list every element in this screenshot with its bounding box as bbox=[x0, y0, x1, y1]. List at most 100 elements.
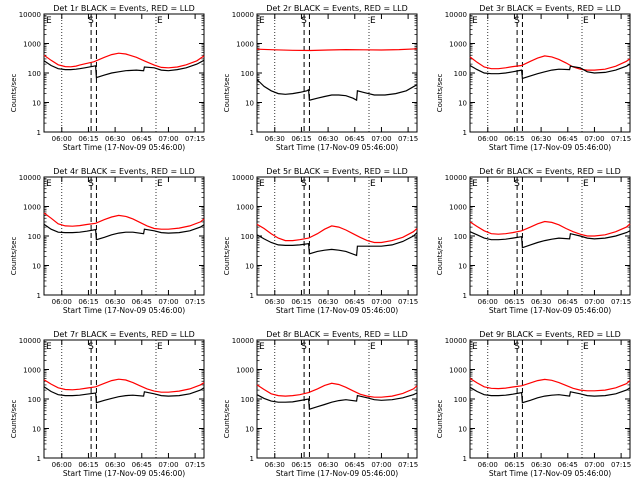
marker-label-right: E bbox=[370, 342, 376, 352]
marker-label-right: E bbox=[370, 179, 376, 189]
events-series-line bbox=[43, 386, 205, 404]
y-tick-label: 1 bbox=[463, 455, 467, 463]
chart-title: Det 6r BLACK = Events, RED = LLD bbox=[479, 167, 621, 176]
chart-panel-4: Det 4r BLACK = Events, RED = LLD 1 10 100 10… bbox=[10, 167, 205, 315]
y-tick-label: 1 bbox=[463, 292, 467, 300]
x-tick-label: 06:15 bbox=[291, 135, 311, 143]
y-tick-label: 10000 bbox=[445, 337, 467, 345]
y-tick-label: 10 bbox=[245, 100, 254, 108]
y-tick-label: 1000 bbox=[23, 41, 41, 49]
x-tick-label: 07:15 bbox=[611, 135, 631, 143]
x-tick-label: 07:15 bbox=[185, 461, 205, 469]
chart-panel-5: Det 5r BLACK = Events, RED = LLD 1 10 100 10… bbox=[223, 167, 418, 315]
chart-panel-3: Det 3r BLACK = Events, RED = LLD 1 10 100 10… bbox=[436, 4, 631, 152]
x-axis-label: Start Time (17-Nov-09 05:46:00) bbox=[276, 143, 398, 152]
chart-panel-8: Det 8r BLACK = Events, RED = LLD 1 10 100 10… bbox=[223, 330, 418, 478]
y-tick-label: 1 bbox=[250, 129, 254, 137]
plot-frame bbox=[256, 176, 418, 296]
x-tick-label: 06:45 bbox=[345, 298, 365, 306]
y-tick-label: 1 bbox=[250, 455, 254, 463]
x-tick-label: 06:15 bbox=[78, 298, 98, 306]
y-tick-label: 100 bbox=[454, 396, 467, 404]
x-axis-label: Start Time (17-Nov-09 05:46:00) bbox=[489, 306, 611, 315]
x-tick-label: 06:45 bbox=[345, 135, 365, 143]
x-tick-label: 06:30 bbox=[105, 298, 125, 306]
x-tick-label: 06:45 bbox=[345, 461, 365, 469]
y-tick-label: 10 bbox=[32, 426, 41, 434]
y-tick-label: 10 bbox=[245, 426, 254, 434]
y-tick-label: 10000 bbox=[232, 11, 254, 19]
chart-title: Det 5r BLACK = Events, RED = LLD bbox=[266, 167, 408, 176]
x-tick-label: 07:00 bbox=[158, 461, 178, 469]
y-tick-label: 100 bbox=[241, 70, 254, 78]
y-tick-label: 1 bbox=[37, 129, 41, 137]
y-tick-label: 10000 bbox=[232, 174, 254, 182]
x-tick-label: 06:30 bbox=[318, 298, 338, 306]
plot-frame bbox=[256, 13, 418, 133]
y-tick-label: 100 bbox=[454, 70, 467, 78]
x-tick-label: 06:30 bbox=[531, 461, 551, 469]
x-tick-label: 06:15 bbox=[504, 135, 524, 143]
x-tick-label: 06:30 bbox=[318, 461, 338, 469]
x-tick-label: 06:30 bbox=[531, 135, 551, 143]
marker-label-right: E bbox=[583, 342, 589, 352]
x-tick-label: 07:15 bbox=[398, 461, 418, 469]
events-series-line bbox=[256, 232, 418, 257]
y-axis-label: Counts/sec bbox=[436, 74, 444, 113]
marker-label-left: E bbox=[472, 16, 478, 26]
y-tick-label: 100 bbox=[241, 233, 254, 241]
marker-label-right: E bbox=[370, 16, 376, 26]
events-series-line bbox=[469, 386, 631, 404]
marker-label-mid: S bbox=[514, 179, 520, 189]
y-tick-label: 10 bbox=[458, 426, 467, 434]
x-tick-label: 06:15 bbox=[78, 461, 98, 469]
events-series-line bbox=[469, 63, 631, 80]
y-tick-label: 1000 bbox=[23, 367, 41, 375]
x-tick-label: 07:00 bbox=[584, 461, 604, 469]
chart-panel-1: Det 1r BLACK = Events, RED = LLD 1 10 100 10… bbox=[10, 4, 205, 152]
plot-frame bbox=[43, 13, 205, 133]
y-tick-label: 1000 bbox=[449, 204, 467, 212]
y-tick-label: 10000 bbox=[445, 11, 467, 19]
x-tick-label: 07:00 bbox=[158, 135, 178, 143]
y-tick-label: 10 bbox=[32, 100, 41, 108]
x-tick-label: 07:15 bbox=[185, 135, 205, 143]
y-tick-label: 1 bbox=[463, 129, 467, 137]
y-tick-label: 1000 bbox=[236, 41, 254, 49]
x-tick-label: 06:15 bbox=[504, 298, 524, 306]
x-tick-label: 06:30 bbox=[265, 135, 285, 143]
x-axis-label: Start Time (17-Nov-09 05:46:00) bbox=[489, 469, 611, 478]
x-tick-label: 07:15 bbox=[398, 298, 418, 306]
marker-label-left: E bbox=[259, 16, 265, 26]
chart-panel-6: Det 6r BLACK = Events, RED = LLD 1 10 100 10… bbox=[436, 167, 631, 315]
marker-label-right: E bbox=[157, 179, 163, 189]
y-axis-label: Counts/sec bbox=[10, 237, 18, 276]
y-tick-label: 1000 bbox=[236, 204, 254, 212]
x-tick-label: 06:30 bbox=[318, 135, 338, 143]
x-tick-label: 06:15 bbox=[504, 461, 524, 469]
events-series-line bbox=[43, 223, 205, 241]
x-tick-label: 06:45 bbox=[558, 298, 578, 306]
marker-label-right: E bbox=[583, 179, 589, 189]
y-tick-label: 10 bbox=[458, 263, 467, 271]
lld-series-line bbox=[43, 212, 205, 230]
lld-series-line bbox=[469, 220, 631, 237]
x-tick-label: 06:15 bbox=[291, 298, 311, 306]
plot-frame bbox=[469, 339, 631, 459]
x-tick-label: 06:00 bbox=[478, 135, 498, 143]
marker-label-left: E bbox=[46, 342, 52, 352]
y-tick-label: 10000 bbox=[445, 174, 467, 182]
y-tick-label: 1 bbox=[37, 455, 41, 463]
x-tick-label: 06:45 bbox=[132, 135, 152, 143]
y-tick-label: 10000 bbox=[19, 174, 41, 182]
marker-label-left: E bbox=[259, 179, 265, 189]
chart-title: Det 1r BLACK = Events, RED = LLD bbox=[53, 4, 195, 13]
x-tick-label: 06:00 bbox=[478, 298, 498, 306]
marker-label-mid: S bbox=[301, 179, 307, 189]
x-tick-label: 06:45 bbox=[558, 461, 578, 469]
chart-title: Det 8r BLACK = Events, RED = LLD bbox=[266, 330, 408, 339]
chart-panel-2: Det 2r BLACK = Events, RED = LLD 1 10 100 10… bbox=[223, 4, 418, 152]
plot-frame bbox=[43, 339, 205, 459]
y-tick-label: 100 bbox=[454, 233, 467, 241]
